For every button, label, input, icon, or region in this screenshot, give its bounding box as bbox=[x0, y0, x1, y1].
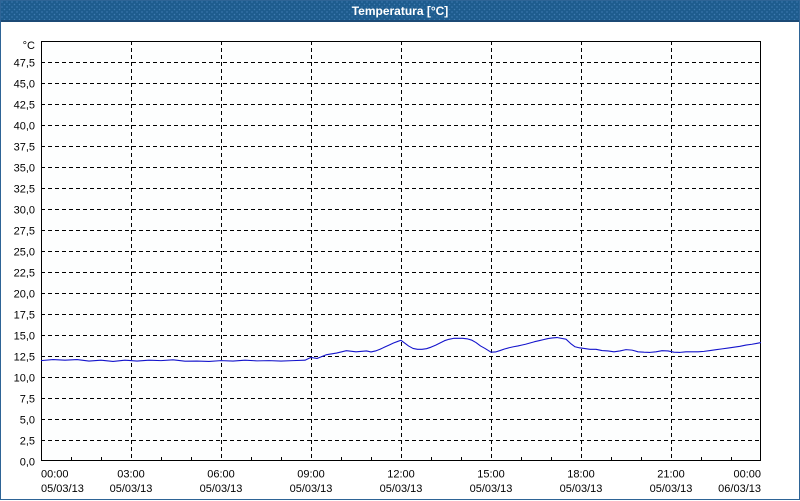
svg-text:05/03/13: 05/03/13 bbox=[560, 483, 603, 495]
svg-text:°C: °C bbox=[23, 40, 35, 52]
svg-text:5,0: 5,0 bbox=[20, 414, 35, 426]
svg-text:25,0: 25,0 bbox=[14, 246, 35, 258]
svg-text:06/03/13: 06/03/13 bbox=[718, 483, 761, 495]
svg-text:47,5: 47,5 bbox=[14, 57, 35, 69]
svg-text:00:00: 00:00 bbox=[733, 468, 761, 480]
svg-text:7,5: 7,5 bbox=[20, 393, 35, 405]
svg-text:27,5: 27,5 bbox=[14, 225, 35, 237]
svg-text:18:00: 18:00 bbox=[567, 468, 595, 480]
svg-text:12,5: 12,5 bbox=[14, 351, 35, 363]
svg-text:15,0: 15,0 bbox=[14, 330, 35, 342]
svg-text:42,5: 42,5 bbox=[14, 99, 35, 111]
svg-text:06:00: 06:00 bbox=[207, 468, 235, 480]
svg-text:35,0: 35,0 bbox=[14, 162, 35, 174]
svg-text:05/03/13: 05/03/13 bbox=[200, 483, 243, 495]
svg-text:15:00: 15:00 bbox=[477, 468, 505, 480]
svg-text:17,5: 17,5 bbox=[14, 309, 35, 321]
svg-text:45,0: 45,0 bbox=[14, 78, 35, 90]
svg-text:05/03/13: 05/03/13 bbox=[470, 483, 513, 495]
svg-text:2,5: 2,5 bbox=[20, 435, 35, 447]
svg-text:12:00: 12:00 bbox=[387, 468, 415, 480]
svg-text:21:00: 21:00 bbox=[657, 468, 685, 480]
svg-text:40,0: 40,0 bbox=[14, 120, 35, 132]
svg-text:37,5: 37,5 bbox=[14, 141, 35, 153]
svg-text:05/03/13: 05/03/13 bbox=[380, 483, 423, 495]
svg-text:00:00: 00:00 bbox=[41, 468, 69, 480]
svg-text:20,0: 20,0 bbox=[14, 288, 35, 300]
svg-text:22,5: 22,5 bbox=[14, 267, 35, 279]
svg-text:09:00: 09:00 bbox=[297, 468, 325, 480]
svg-text:03:00: 03:00 bbox=[117, 468, 145, 480]
svg-text:05/03/13: 05/03/13 bbox=[41, 483, 84, 495]
svg-text:05/03/13: 05/03/13 bbox=[110, 483, 153, 495]
svg-text:10,0: 10,0 bbox=[14, 372, 35, 384]
svg-text:30,0: 30,0 bbox=[14, 204, 35, 216]
svg-text:0,0: 0,0 bbox=[20, 456, 35, 468]
svg-text:32,5: 32,5 bbox=[14, 183, 35, 195]
svg-text:05/03/13: 05/03/13 bbox=[650, 483, 693, 495]
svg-text:05/03/13: 05/03/13 bbox=[290, 483, 333, 495]
